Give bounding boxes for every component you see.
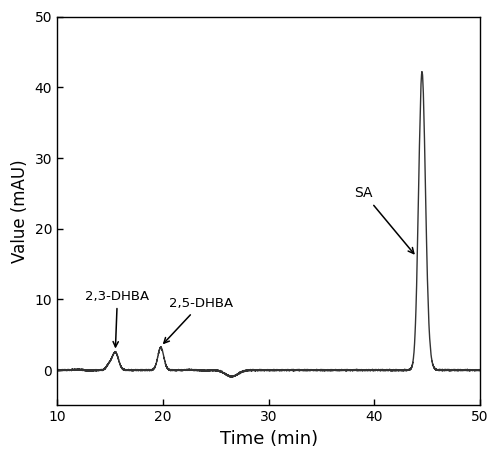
Text: 2,5-DHBA: 2,5-DHBA: [164, 297, 233, 343]
X-axis label: Time (min): Time (min): [220, 430, 318, 448]
Y-axis label: Value (mAU): Value (mAU): [11, 159, 29, 263]
Text: 2,3-DHBA: 2,3-DHBA: [86, 290, 150, 347]
Text: SA: SA: [354, 186, 414, 253]
